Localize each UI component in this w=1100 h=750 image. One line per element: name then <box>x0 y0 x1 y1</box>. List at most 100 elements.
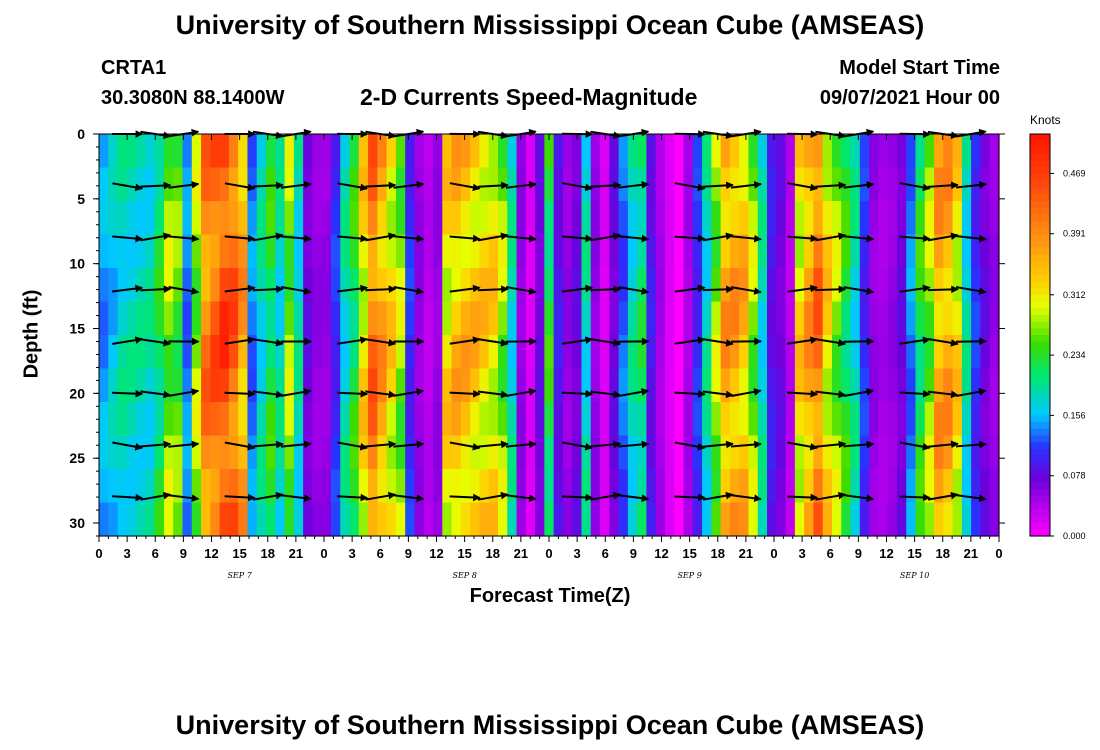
heatmap-cell <box>646 301 657 336</box>
heatmap-cell <box>154 201 165 236</box>
heatmap-cell <box>451 335 462 370</box>
heatmap-cell <box>841 134 852 169</box>
current-vector <box>618 494 650 502</box>
heatmap-cell <box>256 268 267 303</box>
heatmap-cell <box>859 201 870 236</box>
heatmap-cell <box>637 402 648 437</box>
heatmap-cell <box>590 167 601 202</box>
heatmap-cell <box>841 167 852 202</box>
heatmap-cell <box>674 134 685 169</box>
heatmap-cell <box>581 301 592 336</box>
heatmap-cell <box>553 402 564 437</box>
heatmap-cell <box>433 335 443 370</box>
heatmap-cell <box>293 301 304 336</box>
heatmap-cell <box>971 502 982 537</box>
heatmap-cell <box>377 368 388 403</box>
current-vector <box>140 232 172 242</box>
heatmap-cell <box>386 502 397 537</box>
heatmap-cell <box>312 201 323 236</box>
heatmap-cell <box>247 368 258 403</box>
heatmap-cell <box>794 435 805 470</box>
heatmap-cell <box>516 134 527 169</box>
heatmap-cell <box>878 469 889 504</box>
heatmap-cell <box>191 368 202 403</box>
heatmap-cell <box>117 469 128 504</box>
heatmap-cell <box>423 234 434 269</box>
heatmap-cell <box>859 502 870 537</box>
heatmap-cell <box>414 301 425 336</box>
current-vector <box>562 336 593 345</box>
heatmap-cell <box>303 234 313 269</box>
heatmap-cell <box>711 402 722 437</box>
heatmap-cell <box>729 435 740 470</box>
heatmap-cell <box>442 402 453 437</box>
heatmap-cell <box>934 134 944 169</box>
heatmap-cell <box>507 335 518 370</box>
current-vector <box>477 390 509 399</box>
heatmap-cell <box>377 134 388 169</box>
heatmap-cell <box>767 167 777 202</box>
heatmap-cell <box>182 301 193 336</box>
x-tick-label: 21 <box>739 546 753 561</box>
y-tick-label: 25 <box>69 450 85 466</box>
heatmap-cell <box>729 201 740 236</box>
heatmap-cell <box>767 402 777 437</box>
colorbar-band <box>1030 314 1050 323</box>
heatmap-cell <box>618 268 629 303</box>
current-vector <box>787 284 819 293</box>
current-vector <box>702 285 734 294</box>
colorbar-band <box>1030 442 1050 450</box>
heatmap-cell <box>525 234 536 269</box>
heatmap-cell <box>859 234 870 269</box>
heatmap-cell <box>247 469 258 504</box>
heatmap-cell <box>831 435 842 470</box>
colorbar-band <box>1030 247 1050 256</box>
heatmap-cell <box>887 134 898 169</box>
heatmap-cell <box>934 402 944 437</box>
heatmap-cell <box>553 301 564 336</box>
heatmap-cell <box>126 201 137 236</box>
heatmap-cell <box>108 134 119 169</box>
heatmap-cell <box>720 134 731 169</box>
heatmap-cell <box>201 301 211 336</box>
heatmap-cell <box>646 502 657 537</box>
heatmap-cell <box>776 234 787 269</box>
current-vector <box>365 390 397 399</box>
heatmap-cell <box>664 502 675 537</box>
heatmap-cell <box>201 234 211 269</box>
heatmap-cell <box>906 502 917 537</box>
current-vector <box>112 441 144 451</box>
current-vector <box>562 182 594 192</box>
heatmap-cell <box>674 502 685 537</box>
x-tick-label: 9 <box>405 546 412 561</box>
heatmap-cell <box>173 335 184 370</box>
heatmap-cell <box>692 167 703 202</box>
heatmap-cell <box>173 268 184 303</box>
heatmap-cell <box>349 167 360 202</box>
heatmap-cell <box>961 234 972 269</box>
colorbar-band <box>1030 321 1050 329</box>
heatmap-cell <box>117 502 128 537</box>
heatmap-cell <box>739 435 750 470</box>
heatmap-cell <box>952 469 963 504</box>
heatmap-cell <box>442 167 453 202</box>
heatmap-cell <box>275 134 286 169</box>
heatmap-cell <box>980 134 991 169</box>
heatmap-cell <box>173 201 184 236</box>
heatmap-cell <box>293 201 304 236</box>
x-tick-label: 3 <box>349 546 356 561</box>
heatmap-cell <box>145 201 156 236</box>
heatmap-cell <box>293 335 304 370</box>
heatmap-cell <box>952 201 963 236</box>
heatmap-cell <box>572 301 583 336</box>
heatmap-cell <box>748 402 759 437</box>
heatmap-cell <box>581 469 592 504</box>
heatmap-cell <box>470 301 481 336</box>
heatmap-cell <box>303 134 313 169</box>
heatmap-cell <box>702 167 712 202</box>
heatmap-cell <box>609 201 620 236</box>
heatmap-cell <box>535 301 545 336</box>
heatmap-cell <box>980 234 991 269</box>
heatmap-cell <box>136 368 146 403</box>
x-tick-label: 3 <box>124 546 131 561</box>
